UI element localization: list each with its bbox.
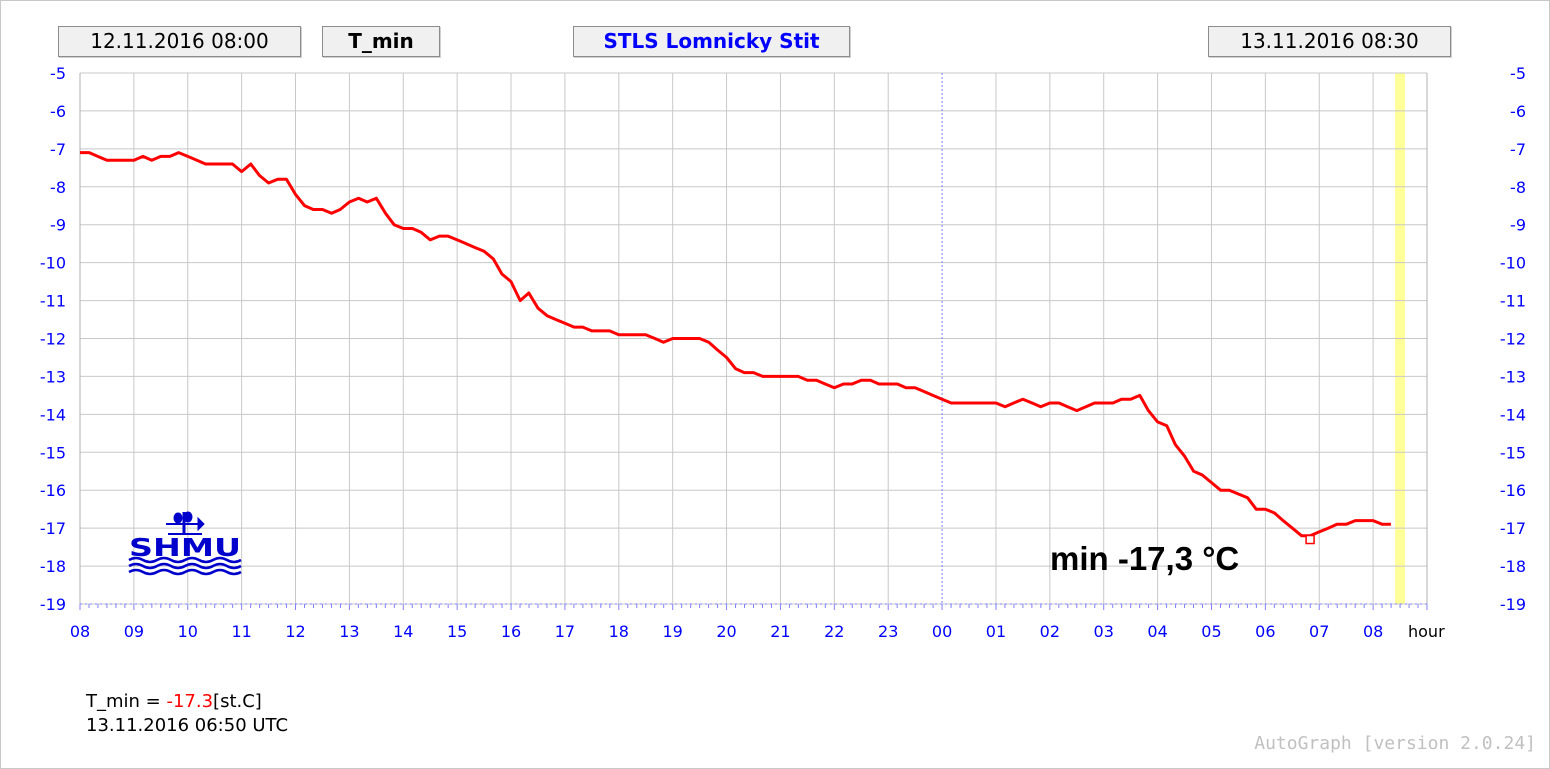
start-time-box: 12.11.2016 08:00 [58, 26, 301, 57]
version-footer: AutoGraph [version 2.0.24] [1254, 733, 1536, 754]
y-tick-right-8: -13 [1500, 367, 1526, 386]
x-tick-20: 04 [1147, 622, 1167, 641]
x-tick-2: 10 [178, 622, 198, 641]
min-annotation: min -17,3 °C [1050, 540, 1239, 577]
y-tick-right-3: -8 [1510, 178, 1526, 197]
series-t-min [80, 151, 1391, 538]
info-timestamp: 13.11.2016 06:50 UTC [86, 715, 289, 736]
y-tick-left-0: -5 [50, 64, 66, 83]
y-tick-right-0: -5 [1510, 64, 1526, 83]
x-tick-23: 07 [1309, 622, 1329, 641]
y-tick-left-9: -14 [40, 405, 66, 424]
axes [79, 73, 1428, 610]
x-tick-14: 22 [824, 622, 844, 641]
y-tick-left-6: -11 [40, 292, 66, 311]
x-tick-9: 17 [555, 622, 575, 641]
y-tick-left-3: -8 [50, 178, 66, 197]
y-tick-left-1: -6 [50, 102, 66, 121]
x-tick-3: 11 [231, 622, 251, 641]
y-tick-left-14: -19 [40, 595, 66, 614]
y-tick-right-4: -9 [1510, 216, 1526, 235]
x-tick-10: 18 [609, 622, 629, 641]
end-time-box: 13.11.2016 08:30 [1208, 26, 1451, 57]
x-tick-17: 01 [986, 622, 1006, 641]
x-tick-8: 16 [501, 622, 521, 641]
x-axis: 08 09 10 11 12 13 14 15 16 17 18 19 20 21 22 23 00 01 02 03… [70, 622, 1383, 641]
x-tick-18: 02 [1040, 622, 1060, 641]
y-tick-right-10: -15 [1500, 443, 1526, 462]
x-tick-21: 05 [1201, 622, 1221, 641]
variable-box: T_min [322, 26, 440, 57]
info-panel: T_min = -17.3[st.C] 13.11.2016 06:50 UTC [86, 690, 288, 738]
y-tick-right-2: -7 [1510, 140, 1526, 159]
info-unit: [st.C] [213, 691, 262, 712]
y-axis-right: -5 -6 -7 -8 -9 -10 -11 -12 -13 -14 -15 -16 -17 -18 -19 [1500, 64, 1526, 614]
x-tick-12: 20 [716, 622, 736, 641]
y-tick-right-6: -11 [1500, 292, 1526, 311]
min-marker-square [1305, 534, 1315, 545]
x-tick-13: 21 [770, 622, 790, 641]
y-axis-left: -5 -6 -7 -8 -9 -10 -11 -12 -13 -14 -15 -16 -17 -18 -19 [40, 64, 66, 614]
x-tick-16: 00 [932, 622, 952, 641]
x-axis-label: hour [1408, 622, 1445, 641]
min-marker [1305, 534, 1315, 545]
x-tick-1: 09 [124, 622, 144, 641]
y-tick-right-14: -19 [1500, 595, 1526, 614]
info-value: -17.3 [166, 691, 214, 712]
x-tick-7: 15 [447, 622, 467, 641]
x-tick-0: 08 [70, 622, 90, 641]
y-tick-right-11: -16 [1500, 481, 1526, 500]
y-tick-right-5: -10 [1500, 254, 1526, 273]
x-tick-24: 08 [1363, 622, 1383, 641]
x-tick-6: 14 [393, 622, 413, 641]
y-tick-left-10: -15 [40, 443, 66, 462]
y-tick-right-12: -17 [1500, 519, 1526, 538]
y-tick-right-1: -6 [1510, 102, 1526, 121]
shmu-logo: SHMU [128, 510, 242, 582]
info-label: T_min = [86, 691, 167, 712]
x-tick-15: 23 [878, 622, 898, 641]
x-tick-5: 13 [339, 622, 359, 641]
info-value-line: T_min = -17.3[st.C] [86, 690, 288, 714]
shmu-logo-icon: SHMU [128, 511, 242, 576]
y-tick-left-13: -18 [40, 557, 66, 576]
x-tick-4: 12 [285, 622, 305, 641]
y-tick-left-11: -16 [40, 481, 66, 500]
y-tick-right-9: -14 [1500, 405, 1526, 424]
y-tick-right-13: -18 [1500, 557, 1526, 576]
x-tick-19: 03 [1094, 622, 1114, 641]
y-tick-left-5: -10 [40, 254, 66, 273]
y-tick-left-7: -12 [40, 330, 66, 349]
x-tick-22: 06 [1255, 622, 1275, 641]
x-tick-11: 19 [663, 622, 683, 641]
grid-lines [79, 72, 1427, 605]
series-line-0 [80, 151, 1391, 538]
y-tick-right-7: -12 [1500, 330, 1526, 349]
y-tick-left-8: -13 [40, 367, 66, 386]
y-tick-left-12: -17 [40, 519, 66, 538]
y-tick-left-4: -9 [50, 216, 66, 235]
station-title: STLS Lomnicky Stit [573, 26, 850, 57]
y-tick-left-2: -7 [50, 140, 66, 159]
